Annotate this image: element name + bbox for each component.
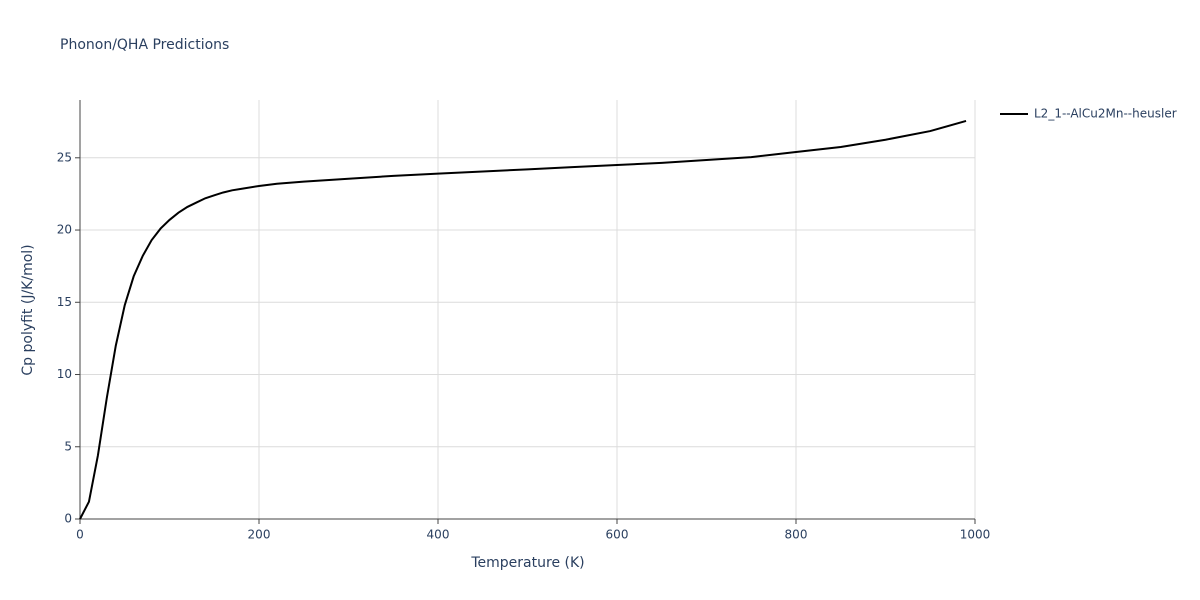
series-line: [79, 119, 967, 520]
y-tick-label: 25: [57, 150, 72, 164]
y-axis-title: Cp polyfit (J/K/mol): [20, 244, 36, 375]
y-tick-label: 0: [64, 512, 72, 526]
chart-title: Phonon/QHA Predictions: [60, 37, 229, 53]
y-tick-label: 15: [57, 295, 72, 309]
x-tick-label: 800: [785, 528, 808, 542]
x-tick-label: 0: [76, 528, 84, 542]
legend-label: L2_1--AlCu2Mn--heusler: [1034, 107, 1177, 121]
x-tick-label: 200: [248, 528, 271, 542]
y-tick-label: 10: [57, 367, 72, 381]
x-tick-label: 600: [606, 528, 629, 542]
x-tick-label: 1000: [960, 528, 991, 542]
y-tick-label: 5: [64, 439, 72, 453]
y-tick-label: 20: [57, 223, 72, 237]
x-tick-label: 400: [427, 528, 450, 542]
x-axis-title: Temperature (K): [470, 555, 584, 571]
